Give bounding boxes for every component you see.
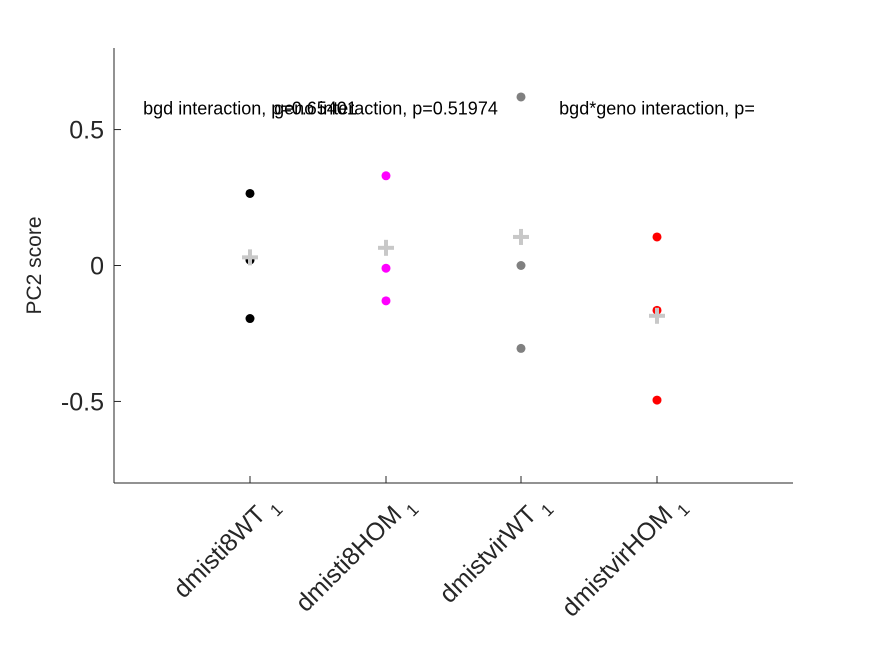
data-point xyxy=(516,261,526,270)
mean-marker xyxy=(242,249,258,266)
y-ticks: -0.5 0 0.5 xyxy=(61,117,121,416)
mean-marker xyxy=(513,228,529,245)
annotation-text: bgd interaction, p=0.65401 xyxy=(143,98,357,118)
data-point xyxy=(245,314,255,324)
data-point xyxy=(245,188,255,198)
x-ticks xyxy=(249,476,658,483)
mean-marker xyxy=(378,239,394,256)
data-point xyxy=(381,171,391,181)
data-point xyxy=(516,343,526,353)
data-point xyxy=(381,296,391,306)
mean-markers xyxy=(242,228,665,324)
y-axis-label: PC2 score xyxy=(23,216,46,314)
data-point xyxy=(652,395,662,405)
y-tick-label: 0 xyxy=(90,253,104,281)
data-point xyxy=(652,232,662,242)
y-tick-label: -0.5 xyxy=(61,388,104,416)
data-point xyxy=(516,92,526,102)
annotation-text: geno interaction, p=0.51974 xyxy=(274,98,498,118)
mean-marker xyxy=(649,307,665,324)
y-tick-label: 0.5 xyxy=(69,117,104,145)
data-point xyxy=(381,263,391,273)
annotation-text: bgd*geno interaction, p= xyxy=(559,98,755,118)
